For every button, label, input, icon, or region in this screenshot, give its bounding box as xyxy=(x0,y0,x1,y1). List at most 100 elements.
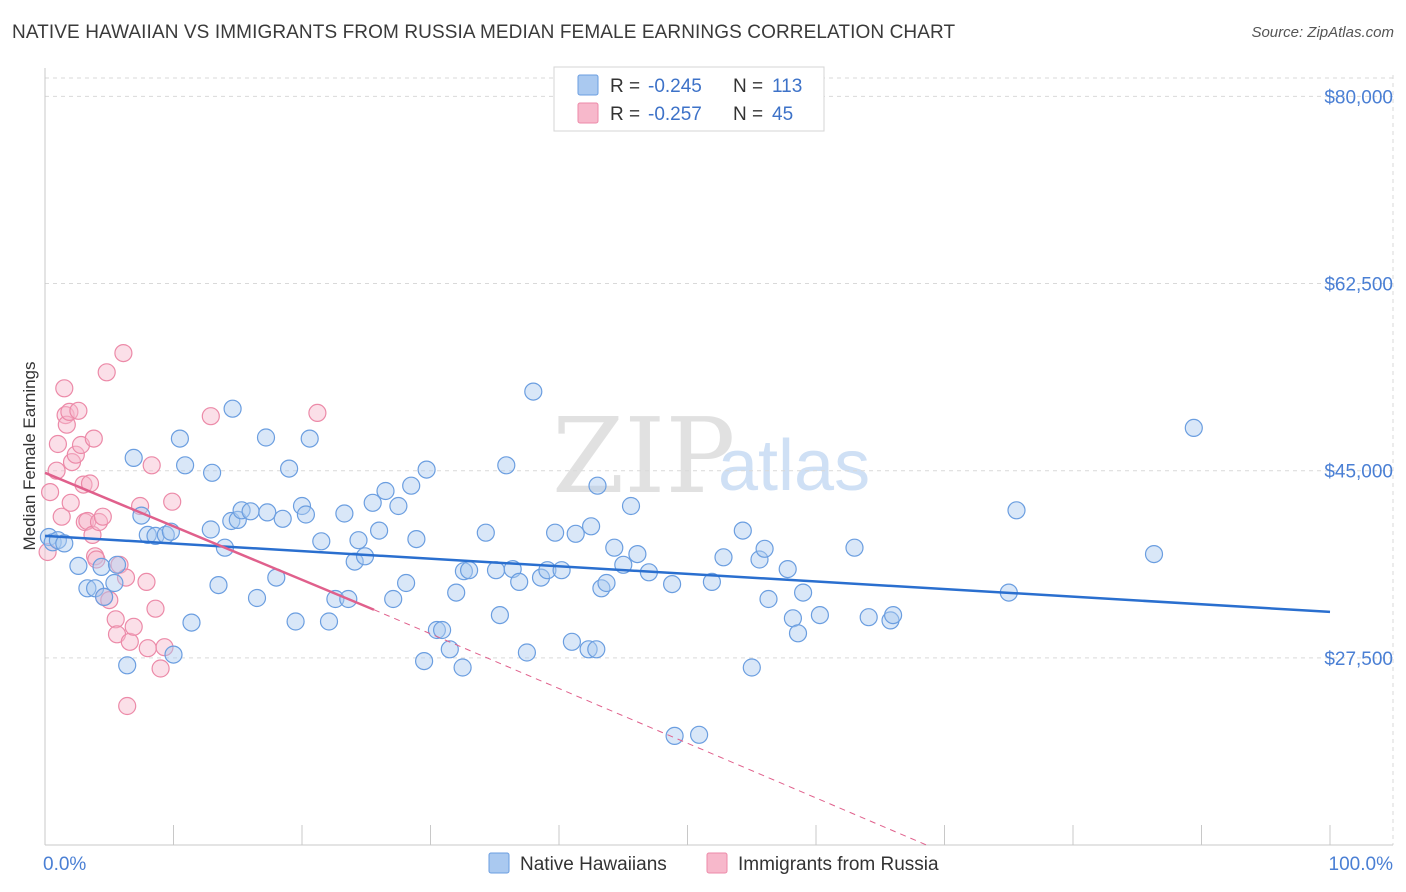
blue-data-point xyxy=(587,640,606,659)
blue-data-point xyxy=(778,559,797,579)
pink-data-point xyxy=(40,483,60,502)
blue-data-point xyxy=(94,587,114,607)
legend-r-value-blue: -0.245 xyxy=(648,76,702,97)
pink-trend-extension xyxy=(373,609,927,846)
blue-data-point xyxy=(273,509,292,528)
blue-data-point xyxy=(531,568,551,587)
blue-data-point xyxy=(579,640,598,659)
y-tick-label: $62,500 xyxy=(1324,275,1393,296)
blue-data-point xyxy=(417,460,436,479)
blue-data-point xyxy=(138,525,157,545)
blue-data-point xyxy=(182,613,201,632)
correlation-legend: R = -0.245 N = 113 R = -0.257 N = 45 xyxy=(553,66,825,132)
blue-data-point xyxy=(755,539,774,558)
blue-data-point xyxy=(592,579,611,598)
pink-data-point xyxy=(116,568,136,587)
blue-data-point xyxy=(1007,501,1026,520)
blue-data-point xyxy=(486,561,506,580)
blue-data-point xyxy=(662,574,682,594)
blue-data-point xyxy=(788,624,808,643)
x-tick-label-0: 0.0% xyxy=(43,854,86,875)
pink-data-point xyxy=(69,401,88,420)
gridlines xyxy=(45,75,1394,845)
blue-data-point xyxy=(415,651,434,671)
blue-data-point xyxy=(170,429,189,448)
blue-data-point xyxy=(883,605,903,625)
legend-r-label-blue: R = xyxy=(610,76,640,97)
blue-data-point xyxy=(1144,544,1164,564)
blue-series-points xyxy=(39,382,1203,746)
pink-data-point xyxy=(146,599,165,618)
blue-data-point xyxy=(621,496,641,516)
chart-title: NATIVE HAWAIIAN VS IMMIGRANTS FROM RUSSI… xyxy=(12,22,956,43)
blue-data-point xyxy=(319,612,339,631)
legend-n-value-blue: 113 xyxy=(772,76,802,97)
blue-data-point xyxy=(605,538,624,557)
blue-data-point xyxy=(476,523,495,542)
blue-data-point xyxy=(510,572,529,592)
blue-data-point xyxy=(78,579,97,598)
blue-data-point xyxy=(689,725,709,744)
blue-data-point xyxy=(124,448,143,467)
blue-data-point xyxy=(312,532,331,551)
blue-data-point xyxy=(203,463,222,482)
blue-data-point xyxy=(588,476,607,495)
blue-data-point xyxy=(389,496,408,516)
pink-data-point xyxy=(114,344,133,363)
blue-data-point xyxy=(440,640,459,659)
pink-data-point xyxy=(137,572,156,592)
blue-data-point xyxy=(376,481,395,501)
pink-data-point xyxy=(124,617,143,636)
pink-data-point xyxy=(138,639,157,658)
blue-data-point xyxy=(759,589,778,609)
y-tick-label: $80,000 xyxy=(1324,87,1393,108)
blue-data-point xyxy=(562,632,582,651)
pink-trend-line xyxy=(44,471,375,611)
bottom-legend-label-blue: Native Hawaiians xyxy=(520,854,667,875)
blue-data-point xyxy=(223,399,242,418)
blue-data-point xyxy=(286,612,305,631)
x-tick-label-100: 100.0% xyxy=(1329,854,1394,875)
blue-data-point xyxy=(545,523,565,542)
blue-data-point xyxy=(363,493,382,512)
blue-data-point xyxy=(845,538,864,557)
blue-data-point xyxy=(733,521,752,540)
blue-data-point xyxy=(447,583,466,602)
pink-data-point xyxy=(151,659,170,678)
bottom-legend-swatch-pink xyxy=(706,852,728,874)
y-tick-label: $45,000 xyxy=(1324,462,1393,483)
blue-data-point xyxy=(497,456,516,475)
y-axis-label: Median Female Earnings xyxy=(20,362,39,551)
blue-data-point xyxy=(209,575,228,595)
blue-data-point xyxy=(810,605,830,625)
blue-data-point xyxy=(241,502,260,521)
blue-data-point xyxy=(300,429,319,448)
blue-data-point xyxy=(201,520,220,539)
pink-data-point xyxy=(61,493,80,512)
blue-data-point xyxy=(581,517,601,536)
blue-data-point xyxy=(427,620,446,640)
blue-data-point xyxy=(176,456,195,475)
pink-data-point xyxy=(106,610,125,629)
legend-r-value-pink: -0.257 xyxy=(648,104,702,125)
blue-data-point xyxy=(460,561,479,580)
blue-data-point xyxy=(566,524,585,543)
y-tick-label: $27,500 xyxy=(1324,649,1393,670)
blue-data-point xyxy=(793,583,813,602)
pink-data-point xyxy=(163,492,182,511)
blue-data-point xyxy=(454,562,473,581)
legend-r-label-pink: R = xyxy=(610,104,640,125)
pink-data-point xyxy=(100,590,119,610)
blue-data-point xyxy=(524,382,543,401)
bottom-legend-label-pink: Immigrants from Russia xyxy=(738,854,939,875)
blue-data-point xyxy=(714,548,733,567)
legend-n-value-pink: 45 xyxy=(772,104,793,125)
blue-data-point xyxy=(702,572,722,592)
blue-data-point xyxy=(370,521,389,540)
blue-data-point xyxy=(107,555,127,574)
blue-data-point xyxy=(292,496,312,516)
blue-data-point xyxy=(517,643,537,662)
blue-data-point xyxy=(402,476,421,495)
blue-data-point xyxy=(228,510,247,530)
